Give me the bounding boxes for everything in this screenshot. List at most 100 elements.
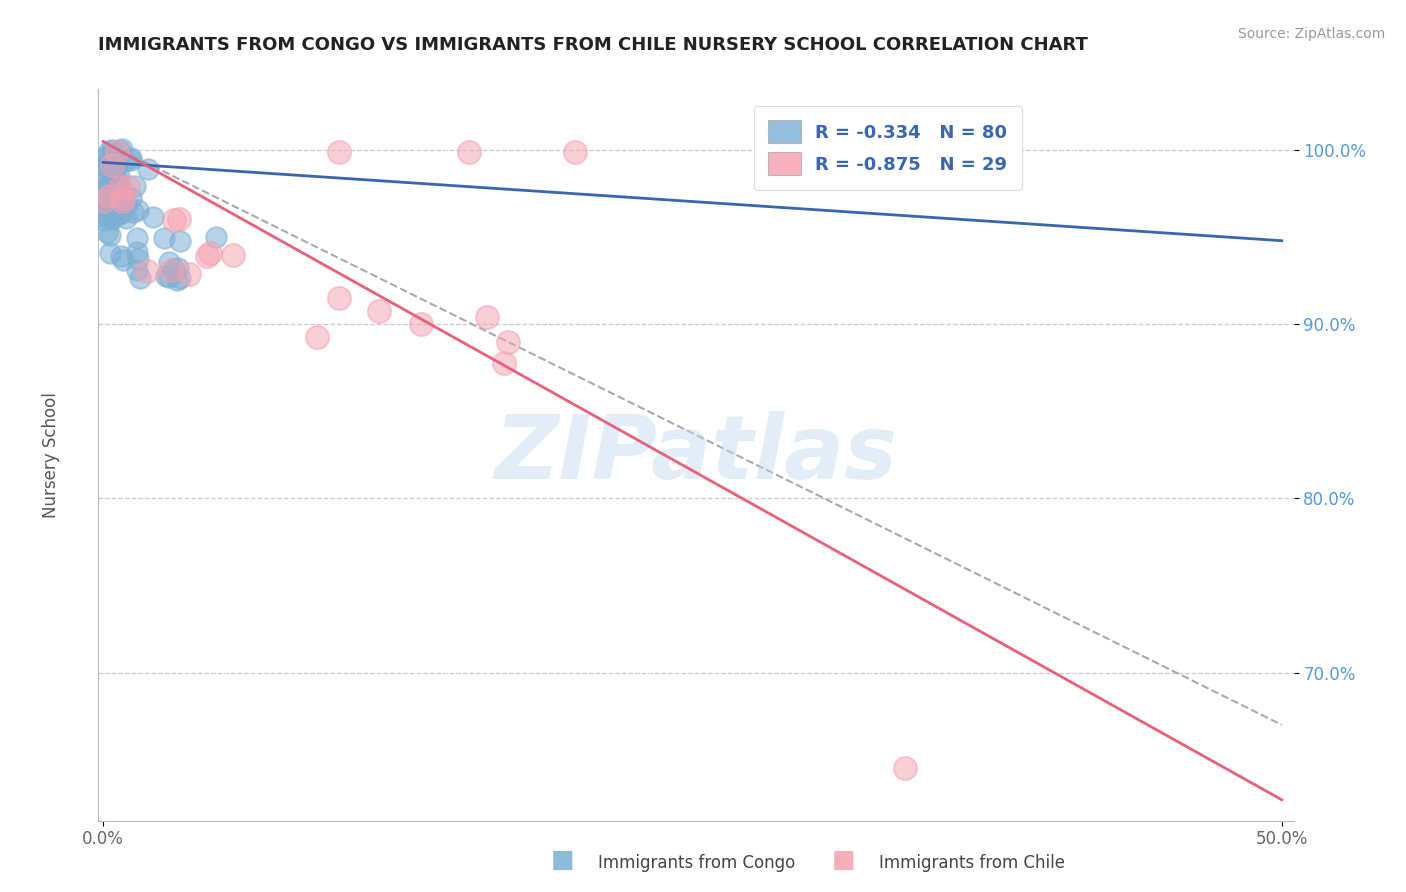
Point [97, 202, 120, 216]
Point [125, 245, 148, 260]
Point [111, 194, 134, 208]
Point [166, 273, 188, 287]
Point [93, 209, 115, 223]
Point [110, 250, 132, 264]
Point [222, 247, 245, 261]
Text: ■: ■ [551, 848, 574, 872]
Point [328, 291, 350, 305]
Point [98, 186, 121, 201]
Point [105, 195, 128, 210]
Point [177, 267, 200, 281]
Point [114, 211, 136, 225]
Point [496, 334, 519, 349]
Point [564, 145, 586, 159]
Point [94, 181, 117, 195]
Point [111, 142, 134, 156]
Point [98, 178, 121, 192]
Point [100, 164, 122, 178]
Point [167, 260, 190, 275]
Point [104, 161, 127, 175]
Point [100, 154, 122, 169]
Point [100, 148, 122, 162]
Point [104, 157, 127, 171]
Point [157, 270, 180, 285]
Point [169, 271, 191, 285]
Point [97, 188, 120, 202]
Point [98, 190, 121, 204]
Point [128, 271, 150, 285]
Point [117, 180, 139, 194]
Point [136, 161, 159, 176]
Point [98, 153, 121, 167]
Point [108, 180, 131, 194]
Point [127, 252, 149, 266]
Text: Source: ZipAtlas.com: Source: ZipAtlas.com [1237, 27, 1385, 41]
Point [328, 145, 350, 159]
Point [457, 145, 479, 159]
Point [101, 182, 124, 196]
Point [120, 191, 142, 205]
Point [107, 174, 129, 188]
Point [96, 178, 118, 193]
Point [110, 144, 132, 158]
Point [167, 211, 190, 226]
Point [155, 268, 177, 283]
Point [105, 156, 128, 170]
Point [117, 197, 139, 211]
Point [97, 144, 120, 158]
Point [96, 187, 118, 202]
Point [112, 253, 135, 268]
Point [475, 310, 498, 324]
Point [125, 262, 148, 277]
Point [121, 205, 143, 219]
Point [157, 255, 180, 269]
Text: ■: ■ [832, 848, 855, 872]
Point [101, 149, 124, 163]
Point [93, 159, 115, 173]
Text: Nursery School: Nursery School [42, 392, 59, 518]
Point [305, 329, 328, 343]
Point [96, 225, 118, 239]
Point [96, 193, 118, 207]
Point [101, 212, 124, 227]
Point [163, 262, 186, 277]
Point [98, 246, 121, 260]
Point [114, 154, 136, 169]
Point [100, 162, 122, 177]
Point [110, 206, 132, 220]
Point [108, 180, 131, 194]
Point [108, 169, 131, 183]
Point [411, 318, 433, 332]
Point [101, 210, 124, 224]
Point [98, 161, 121, 175]
Point [142, 211, 165, 225]
Point [799, 145, 821, 159]
Point [127, 202, 149, 217]
Point [97, 154, 120, 169]
Point [97, 156, 120, 170]
Point [93, 212, 115, 227]
Text: IMMIGRANTS FROM CONGO VS IMMIGRANTS FROM CHILE NURSERY SCHOOL CORRELATION CHART: IMMIGRANTS FROM CONGO VS IMMIGRANTS FROM… [98, 36, 1088, 54]
Point [101, 189, 124, 203]
Point [152, 230, 174, 244]
Point [105, 145, 128, 159]
Point [100, 179, 122, 194]
Point [160, 262, 183, 277]
Point [107, 208, 129, 222]
Point [91, 194, 114, 208]
Point [893, 761, 915, 775]
Point [97, 210, 120, 224]
Point [195, 248, 218, 262]
Point [101, 158, 124, 172]
Point [94, 203, 117, 218]
Point [94, 201, 117, 215]
Legend: R = -0.334   N = 80, R = -0.875   N = 29: R = -0.334 N = 80, R = -0.875 N = 29 [754, 105, 1022, 190]
Point [121, 151, 143, 165]
Point [169, 234, 191, 248]
Point [120, 153, 142, 168]
Point [124, 178, 146, 193]
Point [100, 169, 122, 184]
Point [125, 230, 148, 244]
Point [97, 163, 120, 178]
Text: Immigrants from Congo: Immigrants from Congo [598, 855, 794, 872]
